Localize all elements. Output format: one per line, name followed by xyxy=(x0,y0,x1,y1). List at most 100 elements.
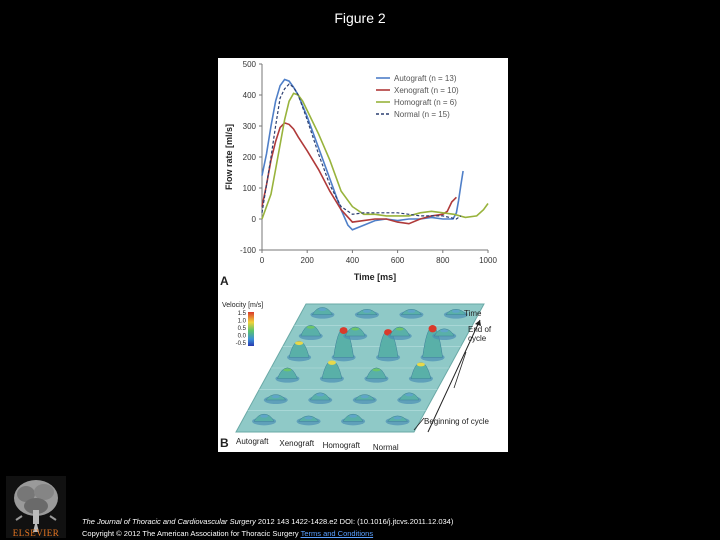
column-label: Normal xyxy=(373,443,399,450)
colorbar-tick: 0.0 xyxy=(238,334,247,340)
panel-b-label: B xyxy=(220,436,229,450)
y-tick-label: 400 xyxy=(243,91,257,100)
peak-cap xyxy=(407,309,416,313)
peak-body xyxy=(389,326,411,337)
peak-cap xyxy=(362,309,371,313)
peak-cap xyxy=(395,327,404,331)
peak-cap xyxy=(372,368,381,372)
peak-cap xyxy=(349,414,358,418)
velocity-peak xyxy=(275,367,300,383)
velocity-peak xyxy=(343,326,368,340)
peak-cap xyxy=(306,325,315,329)
velocity-peak xyxy=(287,340,312,362)
citation-journal: The Journal of Thoracic and Cardiovascul… xyxy=(82,517,256,526)
velocity-peak xyxy=(408,362,433,383)
x-tick-label: 800 xyxy=(436,256,450,265)
peak-cap xyxy=(260,414,269,418)
peak-cap xyxy=(271,395,280,399)
x-tick-label: 200 xyxy=(301,256,315,265)
y-tick-label: 300 xyxy=(243,122,257,131)
velocity-peak xyxy=(385,415,410,426)
column-label: Xenograft xyxy=(279,439,314,448)
velocity-peak xyxy=(364,367,389,383)
peak-cap xyxy=(304,416,313,420)
beginning-of-cycle-label: Beginning of cycle xyxy=(424,417,489,426)
terms-link[interactable]: Terms and Conditions xyxy=(300,529,374,538)
colorbar-tick: -0.5 xyxy=(236,341,247,347)
peak-body xyxy=(300,324,322,337)
peak-cap xyxy=(405,393,414,397)
peak-cap xyxy=(327,360,336,365)
peak-cap xyxy=(451,309,460,313)
end-of-cycle-label-2: cycle xyxy=(468,334,487,343)
y-tick-label: 100 xyxy=(243,184,257,193)
y-axis-label: Flow rate [ml/s] xyxy=(224,124,234,190)
velocity-peak xyxy=(352,394,377,404)
colorbar-tick: 1.5 xyxy=(238,311,247,317)
velocity-peak xyxy=(399,309,424,319)
citation-details: 2012 143 1422-1428.e2 DOI: (10.1016/j.jt… xyxy=(255,517,454,526)
colorbar xyxy=(248,312,254,346)
peak-cap xyxy=(428,325,437,333)
velocity-peak xyxy=(310,307,335,319)
peak-cap xyxy=(440,329,449,333)
x-axis-label: Time [ms] xyxy=(354,272,396,282)
peak-cap xyxy=(360,395,369,399)
peak-body xyxy=(366,367,387,379)
time-arrow-head xyxy=(475,320,481,326)
y-tick-label: 500 xyxy=(243,60,257,69)
end-of-cycle-label: End of xyxy=(468,325,492,334)
velocity-peak xyxy=(319,360,344,383)
legend-label-0: Autograft (n = 13) xyxy=(394,74,457,83)
peak-cap xyxy=(339,327,348,334)
velocity-peak xyxy=(432,328,457,340)
peak-cap xyxy=(416,362,425,367)
publisher-name: ELSEVIER xyxy=(12,528,60,538)
colorbar-tick: 1.0 xyxy=(238,319,247,325)
velocity-peak xyxy=(296,415,321,426)
velocity-surface-plot: Autograft Xenograft Homograft Normal Velocit… xyxy=(222,302,492,450)
velocity-peak xyxy=(387,326,412,340)
colorbar-title: Velocity [m/s] xyxy=(222,302,263,309)
peak-cap xyxy=(316,393,325,397)
peak-body xyxy=(398,392,420,401)
peak-body xyxy=(277,367,298,379)
peak-body xyxy=(410,362,432,379)
panel-a-label: A xyxy=(220,274,229,288)
y-tick-label: 200 xyxy=(243,153,257,162)
end-pointer xyxy=(453,351,467,389)
peak-cap xyxy=(318,307,327,311)
velocity-peak xyxy=(443,309,468,319)
peak-body xyxy=(309,392,331,401)
velocity-peak xyxy=(341,413,366,426)
peak-body xyxy=(342,413,364,422)
citation-block: The Journal of Thoracic and Cardiovascul… xyxy=(82,516,453,540)
y-tick-label: 0 xyxy=(252,215,257,224)
peak-cap xyxy=(393,416,402,420)
x-tick-label: 600 xyxy=(391,256,405,265)
velocity-peak xyxy=(252,413,277,426)
copyright-text: Copyright © 2012 The American Associatio… xyxy=(82,529,299,538)
figure-panel: 500 400 300 200 100 0 -100 0 200 400 600 800 1000 Tim… xyxy=(218,58,508,452)
velocity-peak xyxy=(397,392,422,404)
peak-body xyxy=(344,326,366,337)
column-label: Homograft xyxy=(323,441,361,450)
velocity-peak xyxy=(308,392,333,404)
legend-label-2: Homograft (n = 6) xyxy=(394,98,457,107)
velocity-peak xyxy=(354,309,379,319)
peak-cap xyxy=(351,327,360,331)
series-line-2 xyxy=(261,92,489,220)
x-tick-label: 0 xyxy=(260,256,265,265)
series-line-1 xyxy=(261,121,457,225)
figure-title: Figure 2 xyxy=(334,10,386,26)
velocity-peak xyxy=(298,324,323,340)
time-label: Time xyxy=(464,309,482,318)
peak-body xyxy=(253,413,275,422)
peak-cap xyxy=(295,341,304,346)
series-line-3 xyxy=(261,83,462,220)
peak-cap xyxy=(283,368,292,372)
series-line-0 xyxy=(261,78,464,231)
elsevier-tree-logo xyxy=(6,476,66,538)
begin-pointer xyxy=(413,417,425,431)
